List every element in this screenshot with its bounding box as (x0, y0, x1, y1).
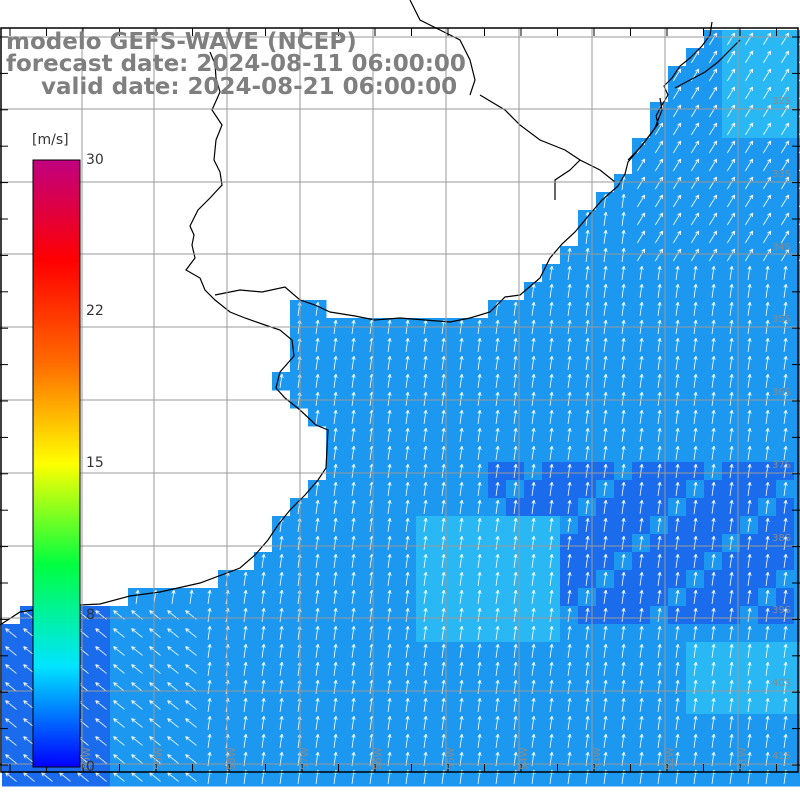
lat-label: 37S (772, 460, 791, 471)
colorbar-tick-8: 8 (86, 607, 95, 623)
lon-label: 51W (738, 747, 749, 770)
lon-label: 60W (82, 747, 93, 770)
title-model: modelo GEFS-WAVE (NCEP) (6, 29, 357, 55)
lat-label: 32S (772, 96, 791, 107)
colorbar-tick-0: 0 (86, 759, 95, 775)
lon-label: 58W (227, 747, 238, 770)
colorbar-tick-15: 15 (86, 455, 104, 471)
lat-label: 36S (772, 387, 791, 398)
lat-label: 41S (772, 751, 791, 762)
lon-label: 54W (519, 747, 530, 770)
border-north (409, 0, 476, 96)
coastline (0, 0, 741, 626)
lat-label: 39S (772, 605, 791, 616)
lat-label: 35S (772, 314, 791, 325)
lon-label: 52W (665, 747, 676, 770)
title-forecast-date: forecast date: 2024-08-11 06:00:00 (6, 51, 466, 77)
coastline-main (0, 51, 329, 626)
colorbar (32, 159, 81, 768)
lat-label: 33S (772, 169, 791, 180)
colorbar-tick-22: 22 (86, 303, 104, 319)
lat-label: 38S (772, 533, 791, 544)
lon-label: 53W (592, 747, 603, 770)
colorbar-tick-30: 30 (86, 152, 104, 168)
lat-lon-grid (0, 28, 800, 772)
latitude-labels: 32S 33S 34S 35S 36S 37S 38S 39S 40S 41S (772, 96, 791, 762)
lon-label: 55W (446, 747, 457, 770)
coastline-lagoon (627, 97, 663, 161)
title-valid-date: valid date: 2024-08-21 06:00:00 (41, 74, 458, 100)
colorbar-unit: [m/s] (32, 132, 69, 148)
lon-label: 59W (154, 747, 165, 770)
wind-vector-arrows (5, 32, 800, 784)
map-border (0, 27, 799, 773)
border-uruguay (479, 94, 581, 200)
border-north-east (579, 159, 616, 183)
coastline-interior-north (674, 39, 741, 89)
lat-label: 34S (772, 242, 791, 253)
lon-label: 56W (373, 747, 384, 770)
lon-label: 57W (300, 747, 311, 770)
lat-label: 40S (772, 678, 791, 689)
longitude-labels: 60W 59W 58W 57W 56W 55W 54W 53W 52W 51W (82, 747, 749, 770)
